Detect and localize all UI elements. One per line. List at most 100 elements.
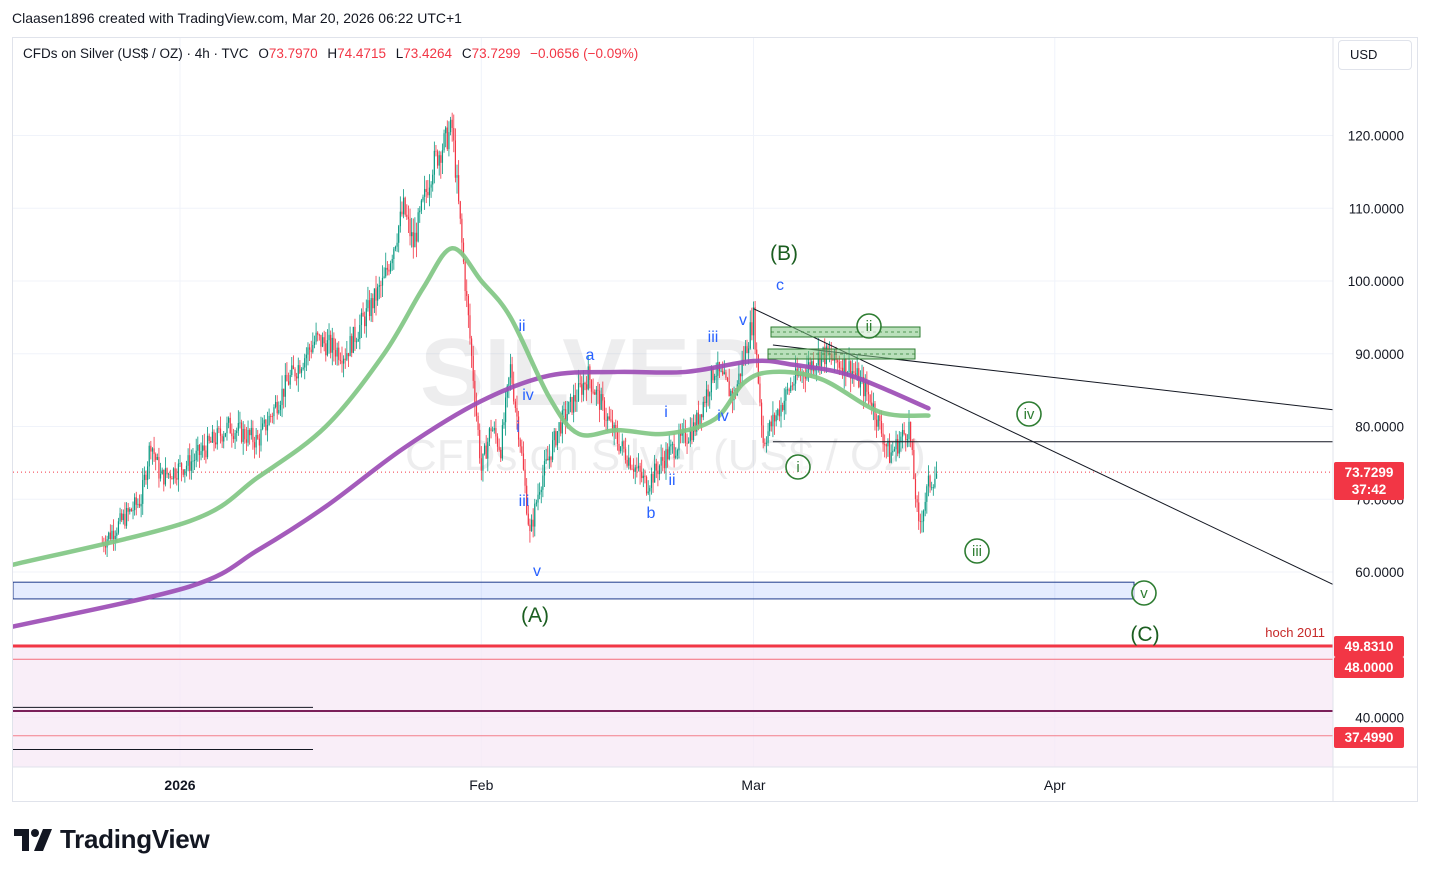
candle [161,467,163,475]
candle [564,401,567,435]
candle [171,476,173,480]
candle [684,419,687,447]
candle [916,495,918,513]
candle-body [279,404,282,411]
candle [790,377,792,393]
candle [428,174,431,207]
wave-label-circled: iv [1016,401,1042,427]
candle-body [312,344,314,353]
high-key: H [327,46,338,61]
candle [255,427,257,455]
candle [568,401,570,415]
candle [210,436,212,443]
candle-body [216,428,218,445]
candle-body [530,519,533,532]
candle [670,439,672,455]
candle [769,419,771,437]
candle [381,265,384,297]
candle-body [289,375,291,385]
candle [574,382,576,412]
candle-body [270,415,272,417]
candle-body [187,455,189,466]
candle [707,384,709,407]
candle-body [427,192,429,196]
candle-body [906,439,908,441]
candle-body [294,369,296,377]
candle-body [775,415,777,422]
candle [440,151,442,179]
tradingview-logo-icon [14,828,52,851]
candle [388,264,390,276]
candle-body [377,286,379,301]
candle-body [854,373,857,376]
candle-body [644,475,646,477]
y-axis: 120.0000110.0000100.000090.000080.000070… [1348,129,1404,726]
candle-body [325,343,327,356]
candle [368,290,371,321]
candle-body [921,521,923,523]
candle-body [701,414,703,418]
candle [665,442,667,480]
candle [471,335,473,368]
candle-body [228,417,230,423]
candle-body [459,201,461,219]
candle [263,415,265,427]
candle-body [179,463,181,464]
candle [380,280,382,298]
candle-body [569,397,572,402]
candle-body [911,442,913,450]
candle [629,455,631,471]
candle-body [524,469,526,486]
candle [206,427,209,460]
candle-body [112,530,115,540]
candle-body [748,348,750,354]
symbol-label[interactable]: CFDs on Silver (US$ / OZ) · 4h · TVC [23,46,249,61]
candle [749,310,751,350]
tradingview-brand[interactable]: TradingView [14,824,210,855]
price-tag: 37.4990 [1334,727,1404,748]
candle-body [368,300,371,317]
candle-body [856,368,858,376]
candle [236,427,238,442]
candle-body [918,502,920,522]
price-tag-text: 37:42 [1352,482,1387,497]
candle [918,491,920,530]
candle [767,422,769,447]
currency-button[interactable]: USD [1338,40,1412,70]
candle [649,485,651,502]
wave-label: (B) [770,242,798,265]
candle-body [501,425,503,459]
candle [931,481,933,491]
candle-body [266,424,269,431]
candle [312,332,314,354]
candle [626,455,628,468]
candle-body [773,414,776,422]
candle [608,406,610,421]
candle [219,416,222,444]
candle [675,447,677,460]
candle-body [435,150,437,152]
candle-body [480,458,482,471]
candle-body [581,384,583,395]
candle [582,370,584,402]
candle [411,217,413,248]
candle [645,475,648,496]
candle-body [127,507,129,512]
candle-body [574,395,576,402]
candle-body [887,441,889,447]
candle [607,413,609,432]
candle-body [542,475,544,490]
candle [910,421,912,448]
support-zone [13,645,1333,767]
candle-body [563,409,565,411]
candle [752,301,755,350]
candle-body [453,127,455,141]
candle-body [832,358,834,361]
candle-body [231,433,233,437]
candle [521,439,523,456]
candle-body [623,441,625,449]
candle-body [749,322,751,349]
y-tick-label: 110.0000 [1349,201,1404,216]
candle [117,517,120,535]
